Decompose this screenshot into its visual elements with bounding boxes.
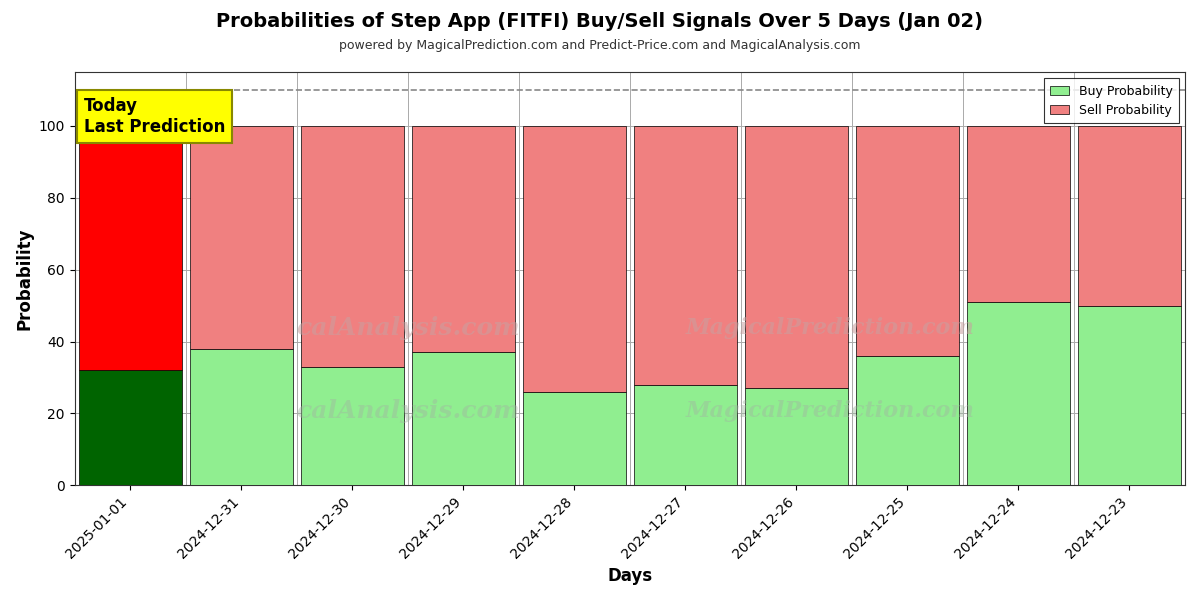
Bar	[190, 349, 293, 485]
Text: MagicalPrediction.com: MagicalPrediction.com	[685, 400, 974, 422]
Text: calAnalysis.com: calAnalysis.com	[296, 399, 520, 423]
Bar	[523, 392, 626, 485]
Bar	[745, 388, 848, 485]
Legend: Buy Probability, Sell Probability: Buy Probability, Sell Probability	[1044, 78, 1178, 123]
X-axis label: Days: Days	[607, 567, 653, 585]
Text: calAnalysis.com: calAnalysis.com	[296, 316, 520, 340]
Bar	[78, 370, 182, 485]
Bar	[78, 126, 182, 370]
Bar	[523, 126, 626, 392]
Text: powered by MagicalPrediction.com and Predict-Price.com and MagicalAnalysis.com: powered by MagicalPrediction.com and Pre…	[340, 39, 860, 52]
Bar	[301, 126, 404, 367]
Bar	[634, 385, 737, 485]
Bar	[412, 126, 515, 352]
Bar	[1078, 305, 1181, 485]
Bar	[301, 367, 404, 485]
Bar	[412, 352, 515, 485]
Text: Today
Last Prediction: Today Last Prediction	[84, 97, 224, 136]
Text: Probabilities of Step App (FITFI) Buy/Sell Signals Over 5 Days (Jan 02): Probabilities of Step App (FITFI) Buy/Se…	[216, 12, 984, 31]
Y-axis label: Probability: Probability	[16, 227, 34, 330]
Bar	[1078, 126, 1181, 305]
Bar	[967, 126, 1070, 302]
Bar	[967, 302, 1070, 485]
Text: MagicalPrediction.com: MagicalPrediction.com	[685, 317, 974, 339]
Bar	[856, 126, 959, 356]
Bar	[634, 126, 737, 385]
Bar	[745, 126, 848, 388]
Bar	[190, 126, 293, 349]
Bar	[856, 356, 959, 485]
